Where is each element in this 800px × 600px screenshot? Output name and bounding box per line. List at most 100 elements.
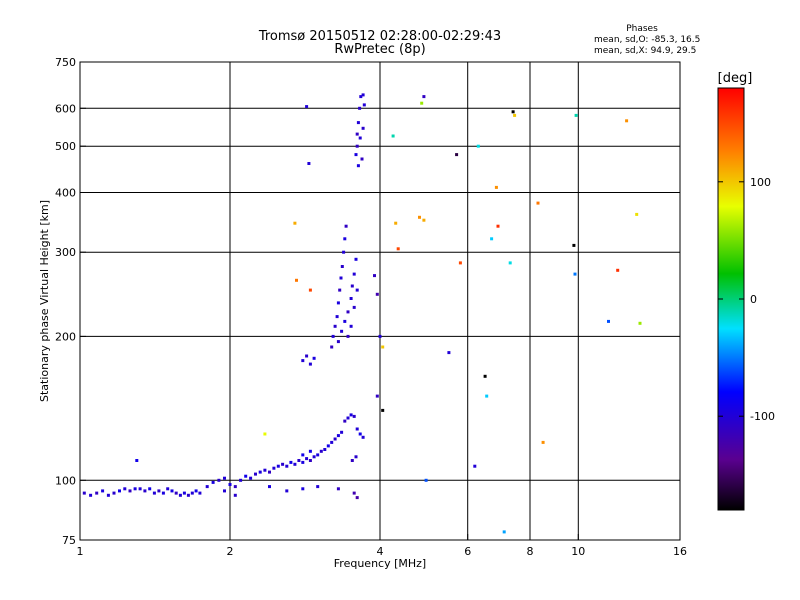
y-tick-label: 300 xyxy=(55,246,76,259)
echo-point xyxy=(285,464,289,468)
echo-point xyxy=(268,470,271,474)
echo-point xyxy=(358,136,362,140)
echo-point xyxy=(350,459,354,462)
echo-point xyxy=(358,432,362,436)
echo-point xyxy=(378,334,382,338)
echo-point xyxy=(297,459,301,462)
echo-point xyxy=(373,274,376,278)
y-tick-label: 500 xyxy=(55,140,76,153)
echo-point xyxy=(326,444,330,448)
y-tick-label: 750 xyxy=(55,56,76,69)
x-tick-label: 4 xyxy=(377,545,384,558)
y-axis-label: Stationary phase Virtual Height [km] xyxy=(38,200,51,402)
echo-point xyxy=(375,292,379,296)
echo-point xyxy=(473,464,477,468)
x-tick-label: 10 xyxy=(571,545,585,558)
echo-point xyxy=(354,153,358,157)
echo-point xyxy=(276,464,280,468)
echo-point xyxy=(178,493,182,497)
echo-point xyxy=(355,496,359,500)
echo-point xyxy=(336,301,340,305)
echo-point xyxy=(362,103,366,107)
echo-point xyxy=(263,468,267,472)
x-tick-label: 8 xyxy=(527,545,534,558)
colorbar-ticks: 100 0 -100 xyxy=(718,176,775,423)
echo-point xyxy=(458,261,462,265)
echo-point xyxy=(223,489,226,493)
echo-point xyxy=(607,319,610,323)
x-tick-label: 1 xyxy=(77,545,84,558)
echo-point xyxy=(194,489,198,493)
echo-point xyxy=(95,491,99,495)
echo-point xyxy=(355,288,359,292)
echo-point xyxy=(342,250,346,254)
echo-point xyxy=(502,530,506,534)
echo-point xyxy=(496,224,500,228)
echo-point xyxy=(254,472,257,476)
echo-point xyxy=(381,345,385,349)
echo-point xyxy=(355,427,359,431)
echo-point xyxy=(349,413,353,417)
echo-point xyxy=(573,272,577,276)
echo-point xyxy=(490,237,494,241)
echo-point xyxy=(289,460,293,464)
echo-point xyxy=(190,491,194,495)
echo-point xyxy=(82,491,86,495)
echo-point xyxy=(361,435,365,439)
echo-point xyxy=(352,491,356,495)
echo-point xyxy=(340,265,344,268)
echo-point xyxy=(228,483,232,486)
echo-point xyxy=(343,419,347,423)
echo-point xyxy=(536,201,540,205)
echo-point xyxy=(391,134,395,138)
echo-point xyxy=(166,487,170,491)
gridlines xyxy=(80,62,680,540)
echo-point xyxy=(476,144,480,148)
echo-point xyxy=(198,491,202,495)
echo-point xyxy=(233,485,237,489)
echo-point xyxy=(148,487,152,491)
echo-point xyxy=(483,374,487,378)
colorbar-tick-label: -100 xyxy=(750,410,775,423)
echo-point xyxy=(152,491,156,495)
x-tick-label: 6 xyxy=(464,545,471,558)
echo-point xyxy=(307,162,311,165)
echo-point xyxy=(308,362,312,366)
echo-point xyxy=(308,288,312,292)
echo-point xyxy=(541,440,545,444)
phases-x-stats: mean, sd,X: 94.9, 29.5 xyxy=(594,46,696,56)
echo-point xyxy=(301,453,305,457)
echo-point xyxy=(635,212,639,216)
chart-title: Tromsø 20150512 02:28:00-02:29:43 xyxy=(258,29,501,44)
echo-point xyxy=(335,315,339,319)
echo-point xyxy=(301,487,305,491)
echo-point xyxy=(354,455,358,459)
echo-point xyxy=(249,476,253,480)
echo-point xyxy=(89,493,93,497)
echo-point xyxy=(133,487,137,491)
echo-point xyxy=(319,449,323,453)
echo-point xyxy=(143,489,147,493)
echo-point xyxy=(418,215,421,219)
echo-point xyxy=(356,121,360,125)
echo-point xyxy=(239,478,243,482)
echo-point xyxy=(138,487,142,491)
data-points xyxy=(82,93,642,534)
echo-point xyxy=(316,485,320,489)
echo-point xyxy=(128,489,132,493)
echo-point xyxy=(574,113,578,117)
echo-point xyxy=(295,278,298,282)
echo-point xyxy=(161,491,165,495)
echo-point xyxy=(346,334,350,338)
echo-point xyxy=(112,491,116,495)
echo-point xyxy=(343,319,347,323)
echo-point xyxy=(281,462,285,466)
echo-point xyxy=(305,457,309,461)
echo-point xyxy=(293,221,297,225)
echo-point xyxy=(394,221,398,225)
echo-point xyxy=(360,157,364,161)
echo-point xyxy=(455,153,459,157)
echo-point xyxy=(211,480,215,484)
echo-point xyxy=(349,297,353,300)
echo-point xyxy=(330,440,334,444)
